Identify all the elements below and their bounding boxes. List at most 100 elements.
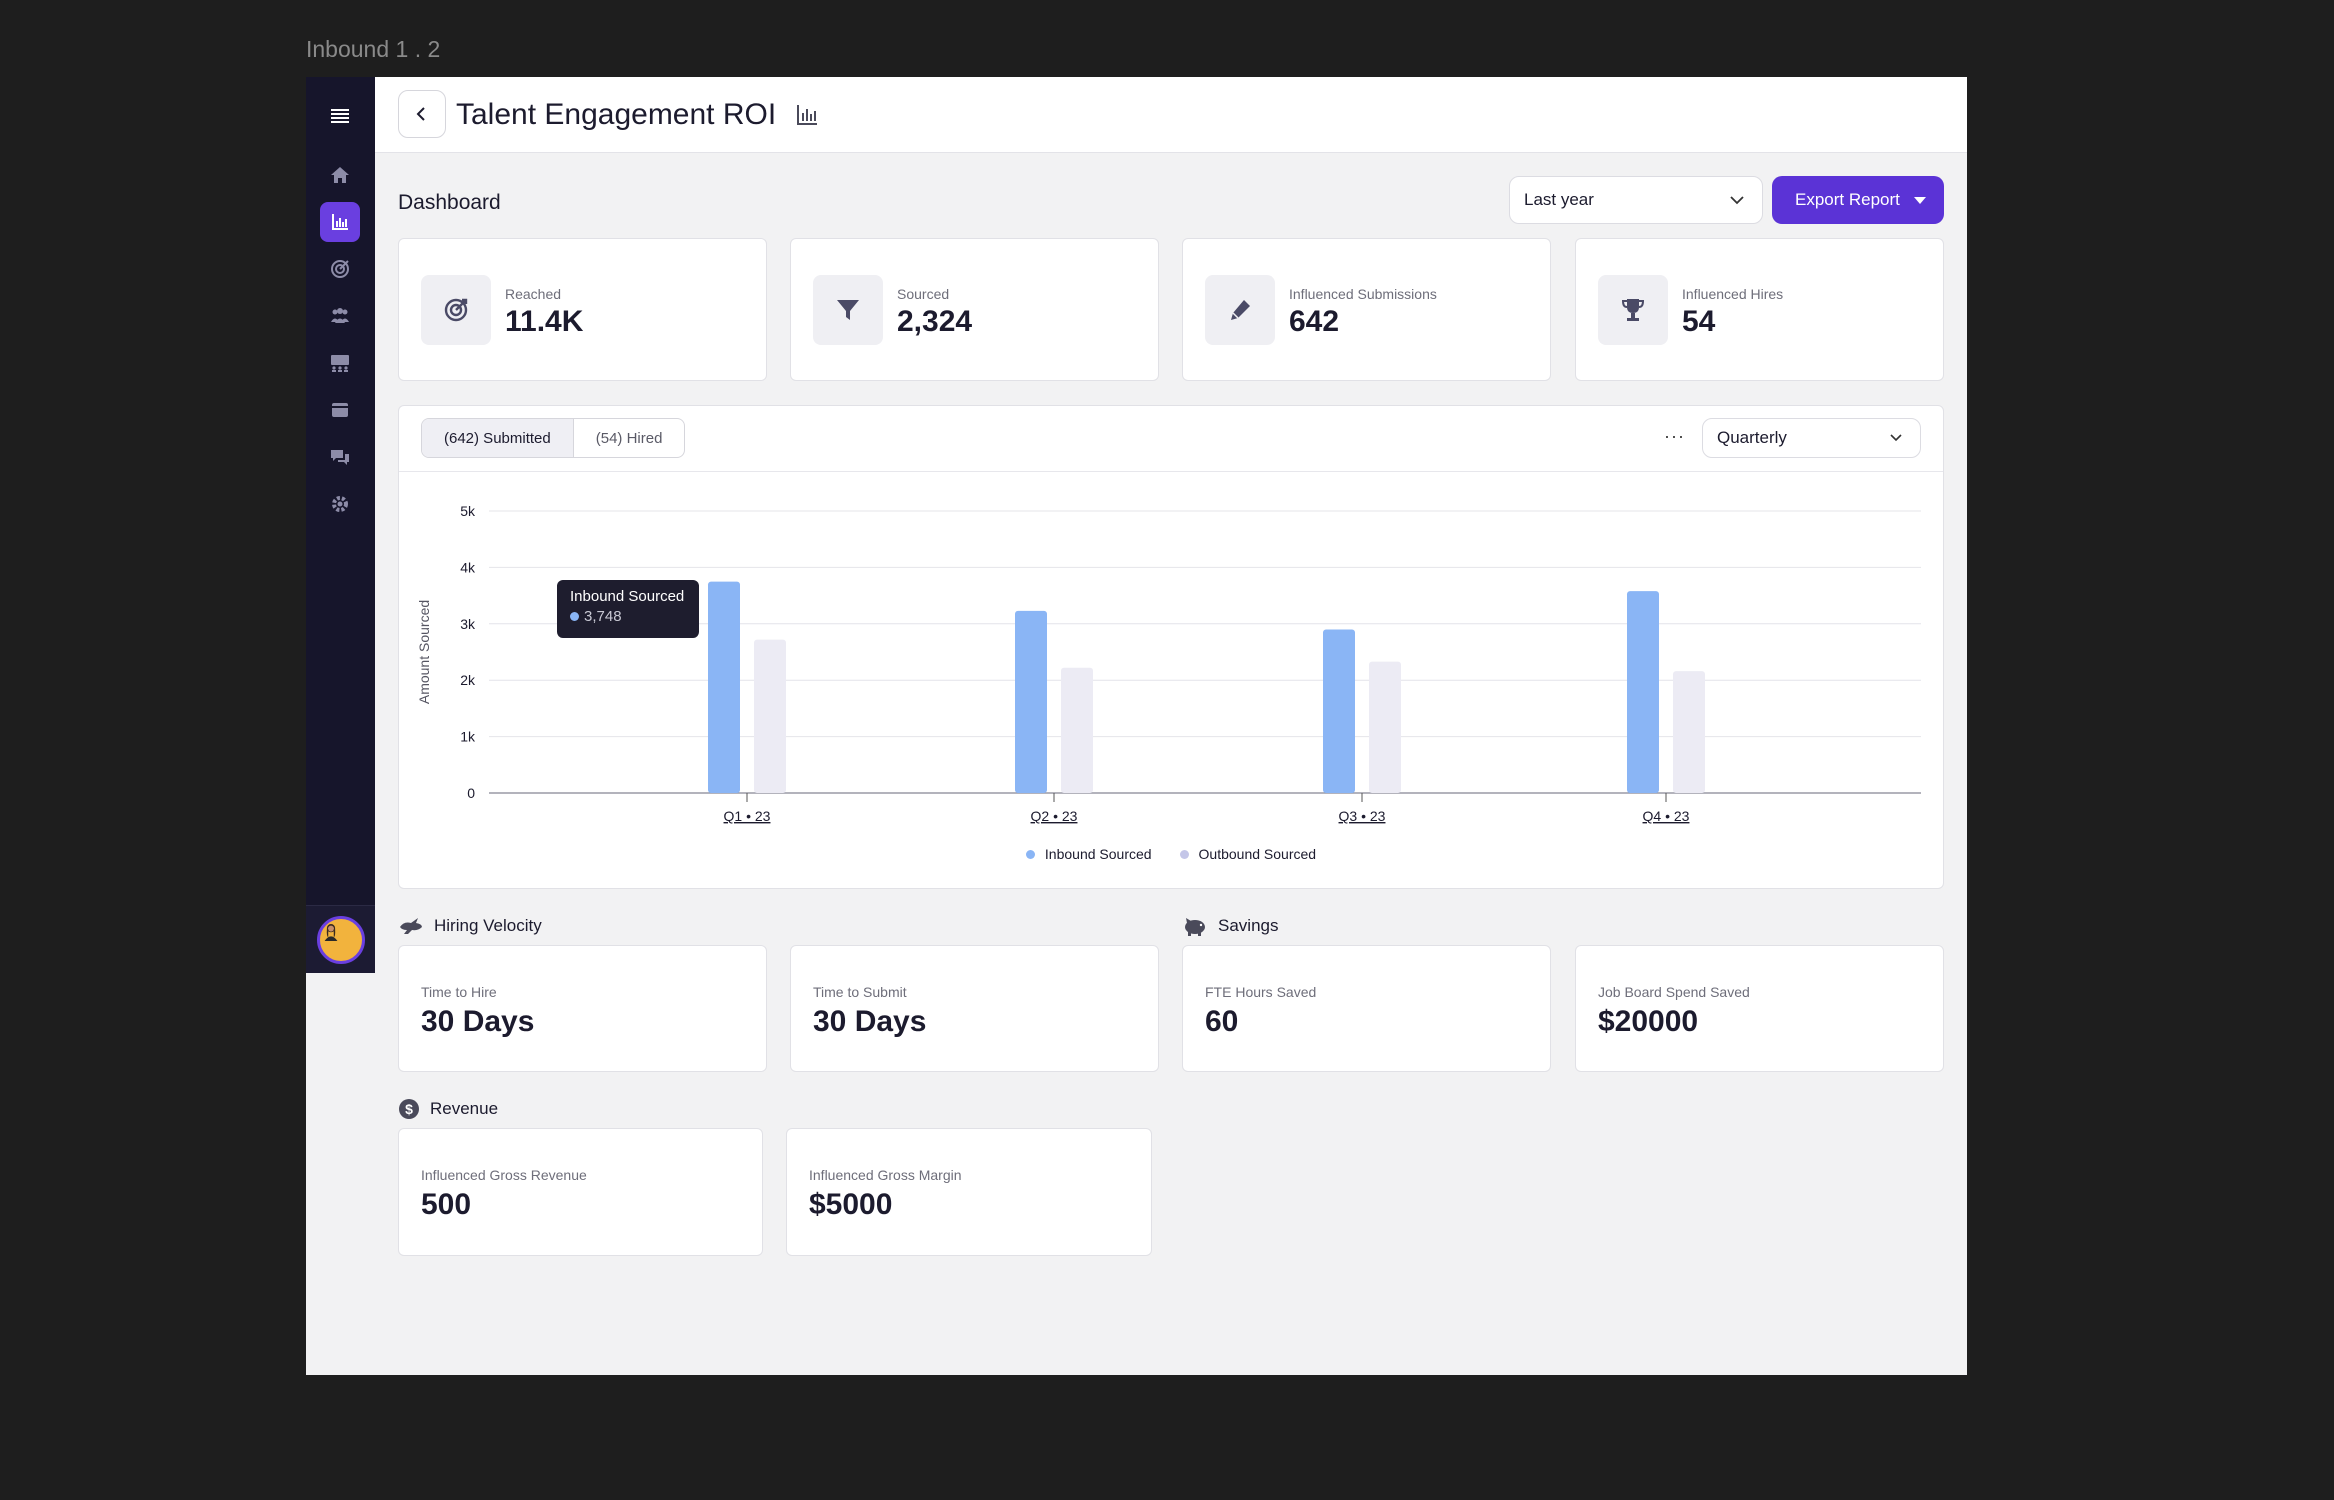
bar-chart-icon — [797, 105, 817, 125]
chart-panel: (642) Submitted (54) Hired ··· Quarterly… — [398, 405, 1944, 889]
stat-value: 642 — [1289, 305, 1340, 338]
metric-label: Time to Submit — [813, 984, 907, 1000]
metric-value: $5000 — [809, 1188, 893, 1221]
segment-control: (642) Submitted (54) Hired — [421, 418, 686, 458]
legend-item-inbound[interactable]: Inbound Sourced — [1025, 846, 1152, 862]
metric-card-gross-revenue: Influenced Gross Revenue 500 — [398, 1128, 763, 1256]
piggy-bank-icon — [1185, 918, 1205, 936]
stat-value: 2,324 — [897, 305, 973, 338]
svg-text:$: $ — [405, 1101, 413, 1117]
metric-label: FTE Hours Saved — [1205, 984, 1317, 1000]
tooltip-dot — [570, 612, 579, 621]
people-icon[interactable] — [320, 296, 360, 336]
legend-dot — [1179, 849, 1189, 859]
bar-inbound — [1015, 610, 1047, 793]
home-icon[interactable] — [320, 155, 360, 195]
metric-card-time-to-submit: Time to Submit 30 Days — [790, 945, 1159, 1072]
y-tick-label: 4k — [460, 559, 476, 575]
revenue-title: Revenue — [430, 1099, 499, 1118]
app-window: Talent Engagement ROI Dashboard Last yea… — [306, 77, 1967, 1375]
analytics-icon[interactable] — [320, 202, 360, 242]
x-tick-label: Q1 • 23 — [724, 808, 771, 824]
metric-value: 60 — [1205, 1005, 1239, 1038]
export-report-button[interactable]: Export Report — [1772, 176, 1944, 224]
avatar[interactable] — [316, 915, 365, 964]
chevron-down-icon — [1890, 434, 1902, 442]
back-button[interactable] — [398, 90, 446, 138]
y-tick-label: 2k — [460, 672, 476, 688]
metric-card-job-board-spend: Job Board Spend Saved $20000 — [1575, 945, 1944, 1072]
metric-value: 500 — [421, 1188, 472, 1221]
period-select-value: Last year — [1524, 190, 1594, 209]
chart-toolbar: (642) Submitted (54) Hired ··· Quarterly — [399, 406, 1943, 472]
bar-outbound — [754, 639, 786, 793]
legend-dot — [1025, 849, 1035, 859]
settings-icon[interactable] — [320, 484, 360, 524]
frame-label: Inbound 1 . 2 — [306, 36, 441, 62]
funnel-icon — [813, 275, 883, 345]
running-rabbit-icon — [400, 918, 422, 934]
metric-card-time-to-hire: Time to Hire 30 Days — [398, 945, 767, 1072]
savings-title: Savings — [1218, 916, 1279, 935]
bar-outbound — [1369, 661, 1401, 793]
metric-label: Time to Hire — [421, 984, 497, 1000]
y-tick-label: 5k — [460, 503, 476, 519]
bar-inbound — [708, 581, 740, 793]
stat-label: Influenced Submissions — [1289, 286, 1437, 302]
target-nav-icon[interactable] — [320, 249, 360, 289]
metric-value: 30 Days — [813, 1005, 927, 1038]
x-tick-label: Q3 • 23 — [1339, 808, 1386, 824]
bar-outbound — [1673, 671, 1705, 793]
chart-legend: Inbound Sourced Outbound Sourced — [399, 846, 1943, 862]
chat-icon[interactable] — [320, 437, 360, 477]
chevron-left-icon — [416, 107, 425, 121]
caret-down-icon[interactable] — [1914, 197, 1926, 204]
metric-card-fte-hours: FTE Hours Saved 60 — [1182, 945, 1551, 1072]
y-tick-label: 0 — [467, 785, 475, 801]
legend-label: Outbound Sourced — [1198, 846, 1317, 862]
legend-item-outbound[interactable]: Outbound Sourced — [1179, 846, 1317, 862]
target-icon — [421, 275, 491, 345]
stat-label: Sourced — [897, 286, 950, 302]
metric-card-gross-margin: Influenced Gross Margin $5000 — [786, 1128, 1152, 1256]
interval-select-value: Quarterly — [1717, 428, 1787, 447]
card-icon[interactable] — [320, 390, 360, 430]
tab-hired[interactable]: (54) Hired — [595, 429, 663, 447]
presentation-icon[interactable] — [320, 343, 360, 383]
stat-card-influenced-hires: Influenced Hires 54 — [1575, 238, 1944, 381]
revenue-heading: $ Revenue — [398, 1098, 498, 1120]
bar-chart: 0 1k 2k 3k 4k 5k Amount Sourced Q1 • 23 Q2 • 23 Q… — [416, 503, 1921, 824]
tooltip-title: Inbound Sourced — [570, 588, 685, 605]
bar-inbound — [1323, 629, 1355, 793]
bar-outbound — [1061, 667, 1093, 793]
metric-label: Influenced Gross Margin — [809, 1167, 962, 1183]
page-header: Talent Engagement ROI — [375, 77, 1967, 153]
stat-label: Reached — [505, 286, 562, 302]
y-axis-label: Amount Sourced — [416, 600, 432, 704]
y-tick-label: 3k — [460, 616, 476, 632]
x-tick-label: Q4 • 23 — [1643, 808, 1690, 824]
avatar-container[interactable] — [306, 905, 375, 973]
sidebar — [306, 77, 375, 973]
menu-icon[interactable] — [320, 96, 360, 136]
metric-value: 30 Days — [421, 1005, 535, 1038]
stat-value: 11.4K — [505, 305, 584, 338]
bar-inbound — [1627, 591, 1659, 793]
savings-heading: Savings — [1182, 915, 1278, 937]
tooltip-value: 3,748 — [584, 608, 622, 625]
chart-tooltip: Inbound Sourced 3,748 — [557, 580, 699, 638]
metric-value: $20000 — [1598, 1005, 1699, 1038]
y-tick-label: 1k — [460, 729, 476, 745]
dashboard-label: Dashboard — [398, 191, 501, 214]
legend-label: Inbound Sourced — [1044, 846, 1152, 862]
export-report-label: Export Report — [1795, 190, 1900, 209]
more-options-button[interactable]: ··· — [1664, 426, 1685, 446]
page-title: Talent Engagement ROI — [456, 98, 777, 131]
tab-submitted[interactable]: (642) Submitted — [422, 419, 574, 457]
period-select[interactable]: Last year — [1509, 176, 1763, 224]
x-tick-label: Q2 • 23 — [1031, 808, 1078, 824]
stat-card-sourced: Sourced 2,324 — [790, 238, 1159, 381]
stat-card-influenced-submissions: Influenced Submissions 642 — [1182, 238, 1551, 381]
trophy-icon — [1598, 275, 1668, 345]
interval-select[interactable]: Quarterly — [1702, 418, 1921, 458]
